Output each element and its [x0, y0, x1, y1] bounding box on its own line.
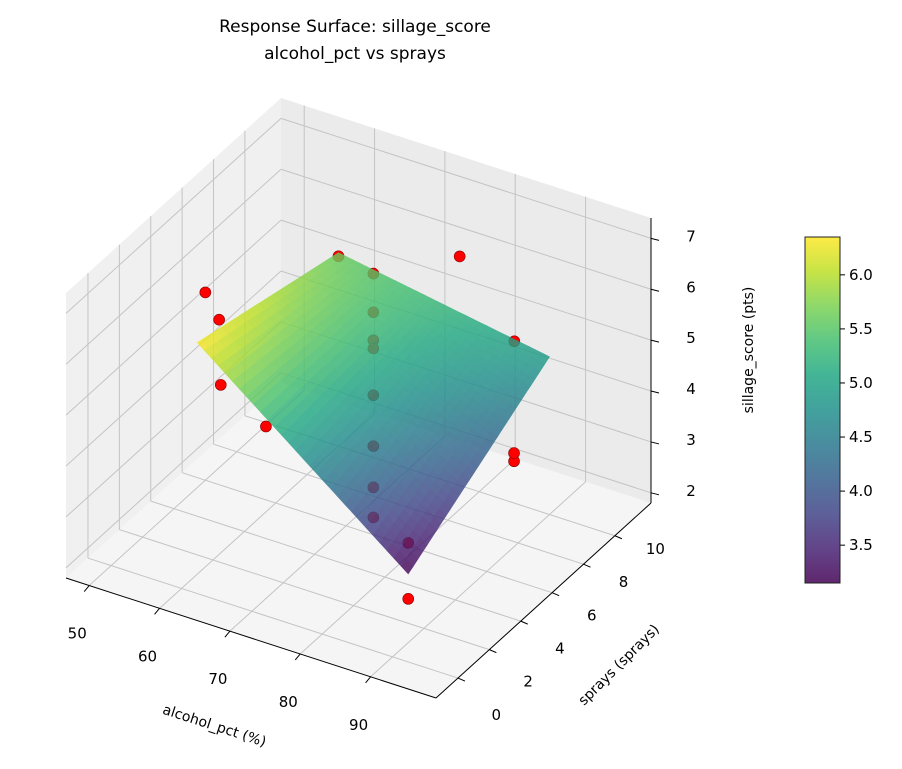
y-tick — [614, 535, 623, 540]
y-tick — [489, 649, 497, 654]
z-gridline — [65, 219, 282, 416]
surface-patch — [400, 558, 414, 575]
y-tick — [520, 620, 528, 625]
data-point — [260, 420, 272, 433]
z-tick-label: 4 — [686, 380, 696, 398]
colorbar-tick-label: 4.5 — [849, 428, 873, 446]
colorbar-tick-label: 3.5 — [849, 536, 873, 554]
axis-lines — [65, 218, 660, 699]
x-tick-label: 60 — [138, 647, 157, 665]
fitted-surface — [196, 252, 550, 575]
colorbar-tick-label: 5.0 — [849, 374, 873, 392]
y-tick — [457, 677, 466, 682]
z-tick — [650, 288, 660, 292]
data-point — [508, 447, 520, 459]
z-tick-label: 7 — [686, 227, 696, 245]
x-tick — [365, 676, 371, 684]
z-axis-label: sillage_score (pts) — [741, 287, 757, 414]
data-point — [402, 593, 415, 605]
x-tick — [294, 653, 301, 661]
y-tick-label: 0 — [492, 706, 502, 724]
z-tick — [650, 390, 660, 394]
y-axis-label: sprays (sprays) — [575, 621, 662, 708]
x-tick-label: 80 — [279, 693, 298, 711]
z-tick — [650, 492, 660, 496]
colorbar-gradient — [804, 236, 841, 584]
x-tick-label: 70 — [208, 670, 227, 688]
z-gridline — [280, 219, 652, 341]
data-point — [199, 286, 212, 299]
y-tick-label: 4 — [555, 640, 565, 658]
x-tick-label: 50 — [68, 625, 87, 643]
x-tick — [154, 608, 160, 615]
tick-labels: 50 60 70 80 90 0 2 4 6 8 10 2 3 4 5 6 7 — [68, 227, 696, 733]
y-tick-label: 2 — [523, 673, 533, 691]
z-gridline — [65, 168, 282, 365]
z-gridline — [280, 168, 652, 290]
y-tick-label: 10 — [646, 540, 665, 558]
data-point — [214, 379, 227, 391]
z-tick-label: 6 — [686, 278, 696, 296]
colorbar-tick-label: 4.0 — [849, 482, 873, 500]
floor-pane — [66, 383, 651, 698]
x-tick — [224, 630, 231, 638]
y-gridline — [181, 472, 553, 594]
z-tick-label: 5 — [686, 329, 696, 347]
z-gridline — [280, 117, 652, 239]
data-point — [213, 313, 225, 326]
x-axis-line — [65, 577, 437, 699]
z-gridline — [65, 270, 282, 467]
y-gridline — [119, 529, 490, 651]
z-gridline — [65, 372, 282, 569]
colorbar-tick-label: 6.0 — [849, 266, 873, 284]
y-tick — [551, 592, 560, 597]
data-point — [453, 250, 466, 263]
z-tick — [650, 237, 660, 241]
x-tick — [83, 585, 90, 592]
chart-title-line1: Response Surface: sillage_score — [219, 17, 491, 37]
z-tick — [650, 339, 660, 343]
y-tick-label: 6 — [587, 606, 597, 624]
y-gridline — [87, 557, 459, 679]
colorbar: 3.5 4.0 4.5 5.0 5.5 6.0 — [804, 236, 873, 584]
y-tick-label: 8 — [619, 573, 629, 591]
colorbar-tick-label: 5.5 — [849, 320, 873, 338]
z-gridline — [65, 117, 282, 314]
chart-title-line2: alcohol_pct vs sprays — [264, 44, 446, 64]
y-gridline — [150, 500, 521, 622]
z-tick-label: 2 — [686, 482, 696, 500]
z-tick-label: 3 — [686, 431, 696, 449]
x-axis-label: alcohol_pct (%) — [160, 702, 267, 751]
x-tick-label: 90 — [349, 716, 368, 734]
y-tick — [583, 563, 591, 568]
z-tick — [650, 441, 660, 445]
